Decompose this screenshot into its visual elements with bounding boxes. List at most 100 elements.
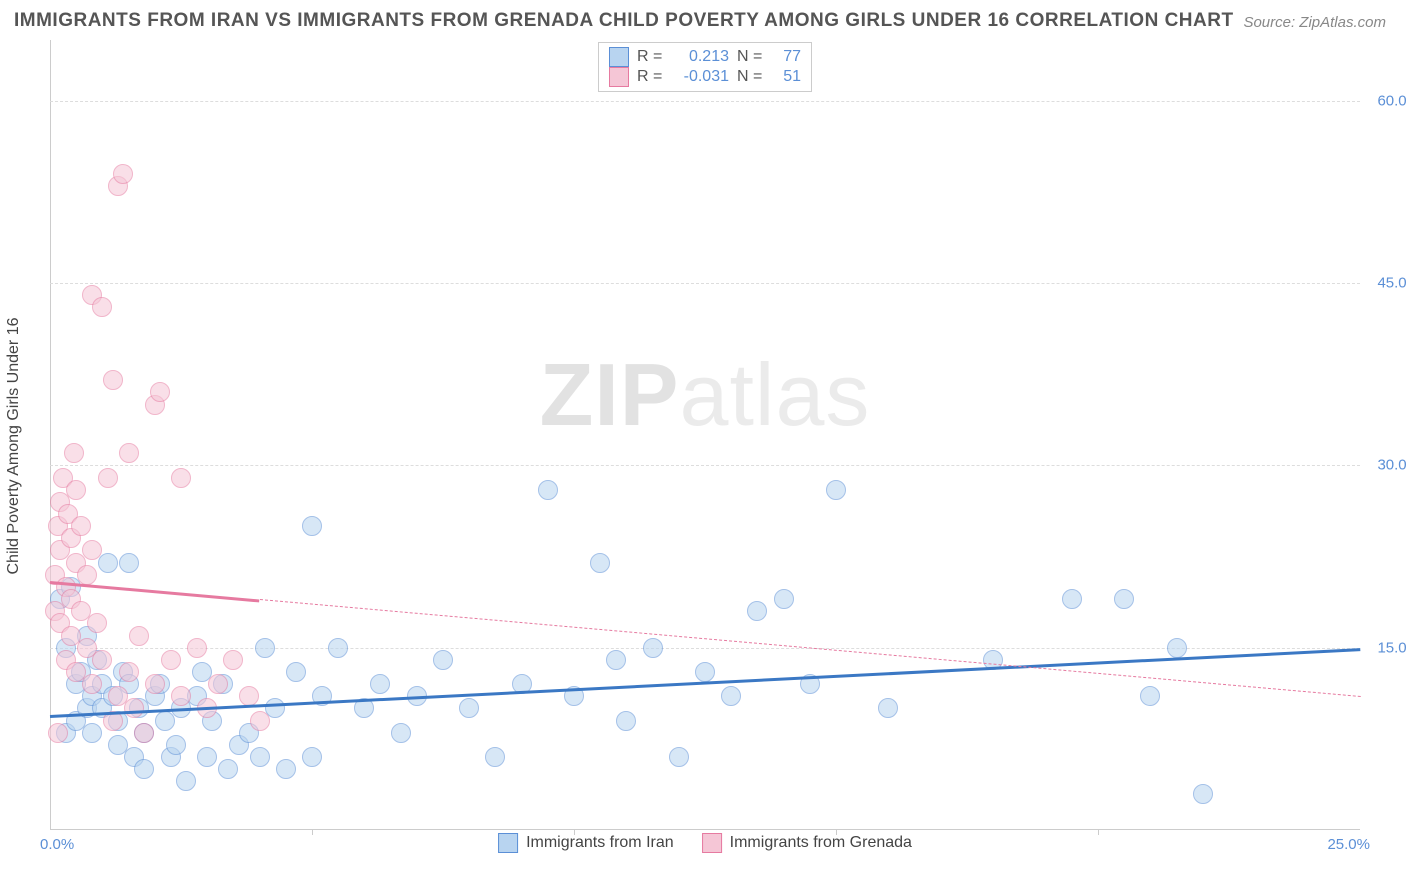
gridline-h [50, 465, 1360, 466]
y-axis-label: Child Poverty Among Girls Under 16 [5, 318, 23, 575]
stat-r-label: R = [637, 48, 665, 66]
data-point [166, 735, 186, 755]
data-point [77, 565, 97, 585]
data-point [98, 468, 118, 488]
data-point [82, 723, 102, 743]
data-point [119, 443, 139, 463]
data-point [134, 759, 154, 779]
watermark-atlas: atlas [680, 345, 871, 444]
data-point [124, 698, 144, 718]
gridline-h [50, 101, 1360, 102]
data-point [71, 516, 91, 536]
stat-r-value: 0.213 [673, 48, 729, 66]
data-point [695, 662, 715, 682]
data-point [250, 711, 270, 731]
data-point [223, 650, 243, 670]
data-point [98, 553, 118, 573]
data-point [134, 723, 154, 743]
y-tick-label: 30.0% [1368, 457, 1406, 474]
plot-area: ZIPatlas R =0.213N =77R =-0.031N =51 0.0… [50, 40, 1360, 830]
data-point [286, 662, 306, 682]
data-point [103, 370, 123, 390]
stat-n-label: N = [737, 48, 765, 66]
data-point [276, 759, 296, 779]
data-point [590, 553, 610, 573]
y-axis-line [50, 40, 51, 829]
y-tick-label: 15.0% [1368, 639, 1406, 656]
data-point [747, 601, 767, 621]
data-point [1062, 589, 1082, 609]
data-point [606, 650, 626, 670]
data-point [208, 674, 228, 694]
data-point [119, 553, 139, 573]
data-point [1193, 784, 1213, 804]
watermark: ZIPatlas [540, 344, 871, 446]
stat-n-label: N = [737, 68, 765, 86]
stat-n-value: 77 [773, 48, 801, 66]
legend-swatch [498, 833, 518, 853]
data-point [302, 747, 322, 767]
bottom-legend: Immigrants from Iran Immigrants from Gren… [498, 833, 912, 853]
data-point [119, 662, 139, 682]
data-point [145, 674, 165, 694]
data-point [92, 650, 112, 670]
data-point [171, 468, 191, 488]
data-point [171, 686, 191, 706]
data-point [485, 747, 505, 767]
x-tick [1098, 829, 1099, 835]
stats-row: R = -0.031 N = 51 [609, 67, 801, 87]
data-point [218, 759, 238, 779]
data-point [66, 480, 86, 500]
data-point [82, 674, 102, 694]
data-point [370, 674, 390, 694]
data-point [255, 638, 275, 658]
data-point [433, 650, 453, 670]
data-point [459, 698, 479, 718]
data-point [643, 638, 663, 658]
data-point [64, 443, 84, 463]
data-point [721, 686, 741, 706]
legend-label: Immigrants from Grenada [730, 834, 912, 852]
stats-legend-box: R = 0.213 N = 77 R = -0.031 N = 51 [598, 42, 812, 92]
data-point [538, 480, 558, 500]
watermark-zip: ZIP [540, 345, 680, 444]
data-point [774, 589, 794, 609]
stat-r-value: -0.031 [673, 68, 729, 86]
data-point [328, 638, 348, 658]
data-point [250, 747, 270, 767]
data-point [239, 686, 259, 706]
y-tick-label: 45.0% [1368, 275, 1406, 292]
stat-r-label: R = [637, 68, 665, 86]
data-point [1114, 589, 1134, 609]
data-point [187, 638, 207, 658]
y-tick-label: 60.0% [1368, 92, 1406, 109]
gridline-h [50, 648, 1360, 649]
x-tick [312, 829, 313, 835]
source-attribution: Source: ZipAtlas.com [1243, 14, 1386, 31]
data-point [1167, 638, 1187, 658]
data-point [129, 626, 149, 646]
stat-n-value: 51 [773, 68, 801, 86]
data-point [161, 650, 181, 670]
legend-swatch [609, 47, 629, 67]
legend-swatch [609, 67, 629, 87]
data-point [197, 747, 217, 767]
data-point [92, 297, 112, 317]
data-point [302, 516, 322, 536]
trend-line [50, 581, 260, 602]
legend-item: Immigrants from Grenada [702, 833, 912, 853]
data-point [669, 747, 689, 767]
x-tick [836, 829, 837, 835]
trend-line [50, 648, 1360, 718]
data-point [150, 382, 170, 402]
data-point [82, 540, 102, 560]
x-axis-min-label: 0.0% [40, 836, 74, 853]
legend-label: Immigrants from Iran [526, 834, 674, 852]
data-point [1140, 686, 1160, 706]
x-axis-max-label: 25.0% [1327, 836, 1370, 853]
legend-item: Immigrants from Iran [498, 833, 674, 853]
legend-swatch [702, 833, 722, 853]
x-tick [574, 829, 575, 835]
stats-row: R = 0.213 N = 77 [609, 47, 801, 67]
data-point [48, 723, 68, 743]
